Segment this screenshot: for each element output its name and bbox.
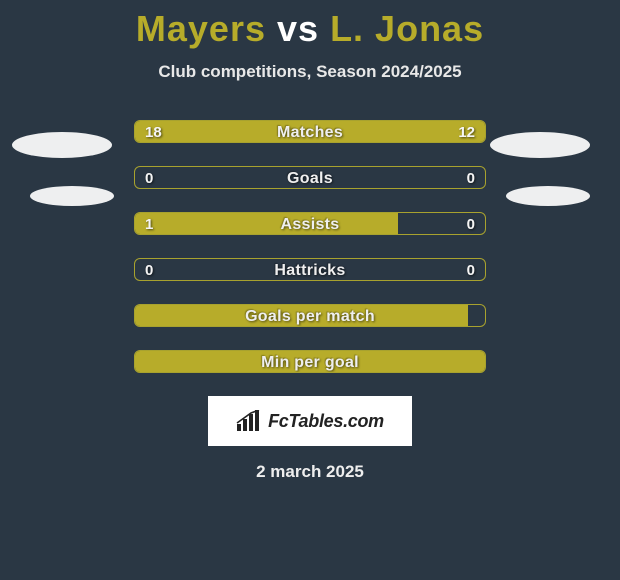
stat-row-assists: 1 Assists 0 — [134, 212, 486, 235]
player2-name: L. Jonas — [330, 8, 484, 49]
stat-row-goals-per-match: Goals per match — [134, 304, 486, 327]
left-ellipse-1 — [12, 132, 112, 158]
subtitle: Club competitions, Season 2024/2025 — [0, 62, 620, 82]
stat-label: Hattricks — [135, 259, 485, 280]
date: 2 march 2025 — [0, 462, 620, 482]
stat-row-matches: 18 Matches 12 — [134, 120, 486, 143]
stat-label: Matches — [135, 121, 485, 142]
comparison-panel: 18 Matches 12 0 Goals 0 1 Assists 0 0 Ha… — [0, 120, 620, 482]
stat-label: Goals per match — [135, 305, 485, 326]
comparison-title: Mayers vs L. Jonas — [0, 0, 620, 50]
stat-right-value: 0 — [457, 167, 485, 188]
stat-right-value: 12 — [448, 121, 485, 142]
stat-bars: 18 Matches 12 0 Goals 0 1 Assists 0 0 Ha… — [134, 120, 486, 373]
stat-label: Goals — [135, 167, 485, 188]
stat-label: Assists — [135, 213, 485, 234]
bars-chart-icon — [236, 410, 262, 432]
right-ellipse-2 — [506, 186, 590, 206]
player1-name: Mayers — [136, 8, 266, 49]
stat-right-value: 0 — [457, 259, 485, 280]
stat-right-value: 0 — [457, 213, 485, 234]
stat-right-value — [465, 351, 485, 372]
vs-text: vs — [277, 8, 319, 49]
source-badge: FcTables.com — [208, 396, 412, 446]
stat-row-goals: 0 Goals 0 — [134, 166, 486, 189]
right-ellipse-1 — [490, 132, 590, 158]
badge-text: FcTables.com — [268, 411, 384, 432]
stat-label: Min per goal — [135, 351, 485, 372]
stat-row-hattricks: 0 Hattricks 0 — [134, 258, 486, 281]
left-ellipse-2 — [30, 186, 114, 206]
stat-row-min-per-goal: Min per goal — [134, 350, 486, 373]
stat-right-value — [465, 305, 485, 326]
